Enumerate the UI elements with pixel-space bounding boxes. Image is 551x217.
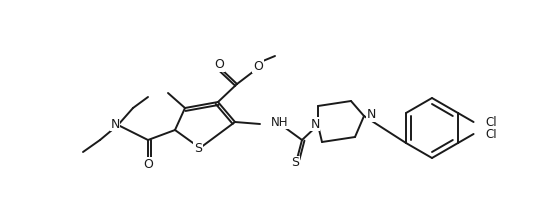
Text: O: O (143, 158, 153, 171)
Text: S: S (291, 156, 299, 169)
Text: O: O (253, 59, 263, 72)
Text: NH: NH (271, 115, 289, 128)
Text: Cl: Cl (485, 115, 497, 128)
Text: N: N (110, 117, 120, 130)
Text: O: O (214, 59, 224, 71)
Text: S: S (194, 141, 202, 155)
Text: N: N (310, 117, 320, 130)
Text: N: N (367, 108, 376, 122)
Text: Cl: Cl (485, 128, 497, 140)
